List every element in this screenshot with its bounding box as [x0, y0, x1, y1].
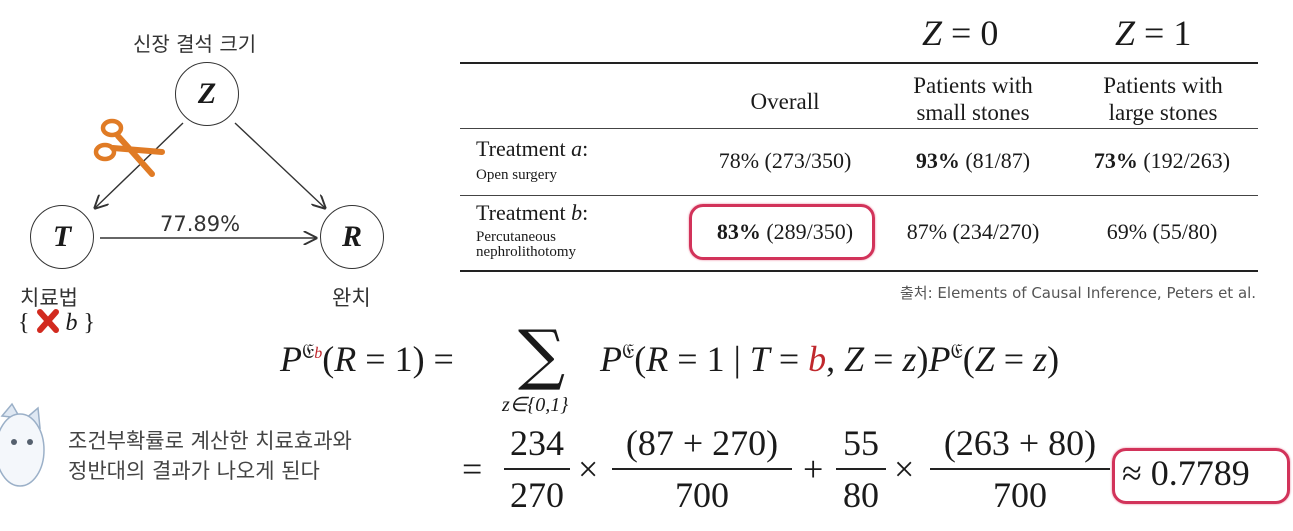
table-row-rule: [460, 195, 1258, 196]
row-b-small: 87% (234/270): [906, 219, 1040, 244]
cat-avatar-icon: [0, 402, 45, 487]
note-text: 조건부확률로 계산한 치료효과와 정반대의 결과가 나오게 된다: [68, 426, 352, 486]
col-header-large-line1: Patients with: [1103, 73, 1223, 98]
group-header-z1: Z = 1: [1115, 13, 1192, 53]
edge-label: 77.89%: [160, 212, 241, 236]
formula-equals: =: [462, 449, 483, 489]
col-header-large: Patients with large stones: [1078, 72, 1248, 126]
node-t: T: [30, 205, 94, 269]
row-a-large: 73% (192/263): [1093, 148, 1231, 173]
fraction-3-denominator: 80: [843, 475, 879, 515]
col-header-large-line2: large stones: [1108, 100, 1218, 125]
r-caption: 완치: [332, 286, 371, 310]
row-b-label-suffix: :: [582, 200, 589, 225]
fraction-2: (87 + 270) 700: [612, 422, 792, 516]
z-caption: 신장 결석 크기: [133, 32, 257, 56]
highlight-box-overall-b: [689, 204, 875, 260]
row-a-overall: 78% (273/350): [718, 148, 852, 173]
sum-symbol: ∑: [518, 316, 566, 393]
fraction-4: (263 + 80) 700: [930, 422, 1110, 516]
fraction-2-denominator: 700: [675, 475, 729, 515]
formula-lhs: P𝔈b(R = 1) =: [280, 339, 454, 379]
row-b-label-var: b: [571, 200, 583, 225]
note-line-1: 조건부확률로 계산한 치료효과와: [68, 429, 352, 453]
row-a-label: Treatment a: Open surgery: [476, 136, 588, 183]
t-set-close: }: [83, 310, 96, 336]
t-caption: 치료법: [20, 286, 78, 310]
fraction-1-denominator: 270: [510, 475, 564, 515]
col-header-small: Patients with small stones: [888, 72, 1058, 126]
row-b-label-prefix: Treatment: [476, 200, 572, 225]
fraction-3-numerator: 55: [843, 423, 879, 463]
row-a-label-suffix: :: [582, 136, 589, 161]
t-set-value: b: [65, 310, 78, 336]
table-bottom-rule: [460, 270, 1258, 272]
diagram-edges: [0, 122, 440, 330]
fraction-2-numerator: (87 + 270): [625, 423, 779, 463]
edge-z-t: [95, 122, 184, 208]
row-a-label-prefix: Treatment: [476, 136, 572, 161]
formula-result: ≈ 0.7789: [1122, 453, 1250, 493]
source-citation: 출처: Elements of Causal Inference, Peters…: [900, 284, 1257, 302]
fraction-3: 55 80: [836, 422, 886, 516]
fraction-1-numerator: 234: [510, 423, 564, 463]
col-header-small-line1: Patients with: [913, 73, 1033, 98]
fraction-4-denominator: 700: [993, 475, 1047, 515]
fraction-4-numerator: (263 + 80): [943, 423, 1097, 463]
col-header-overall: Overall: [750, 89, 820, 114]
highlight-box-result: [1112, 448, 1290, 504]
formula-term: P𝔈(R = 1 | T = b, Z = z)P𝔈(Z = z): [600, 339, 1060, 379]
edge-z-r: [234, 122, 325, 208]
node-z: Z: [175, 62, 239, 126]
col-header-small-line2: small stones: [916, 100, 1030, 125]
scissors-icon: [93, 118, 165, 177]
times-1: ×: [578, 449, 599, 489]
table-header-rule: [460, 128, 1258, 129]
node-r: R: [320, 205, 384, 269]
row-b-overall: 83% (289/350): [716, 219, 854, 244]
row-a-label-var: a: [571, 136, 583, 161]
times-2: ×: [894, 449, 915, 489]
note-line-2: 정반대의 결과가 나오게 된다: [68, 459, 320, 483]
red-x-icon: [36, 309, 59, 333]
group-header-z0: Z = 0: [922, 13, 999, 53]
sum-subscript: z∈{0,1}: [502, 394, 569, 416]
t-set: { b }: [18, 308, 95, 337]
fraction-1: 234 270: [504, 422, 570, 516]
row-b-sublabel-line2: nephrolithotomy: [476, 244, 576, 260]
row-b-label: Treatment b: Percutaneous nephrolithotom…: [476, 200, 588, 260]
row-b-large: 69% (55/80): [1106, 219, 1218, 244]
row-a-sublabel: Open surgery: [476, 167, 557, 183]
row-a-small: 93% (81/87): [915, 148, 1031, 173]
row-b-sublabel-line1: Percutaneous: [476, 229, 556, 245]
table-top-rule: [460, 62, 1258, 64]
plus-sign: +: [803, 449, 824, 489]
t-set-open: {: [18, 310, 30, 336]
